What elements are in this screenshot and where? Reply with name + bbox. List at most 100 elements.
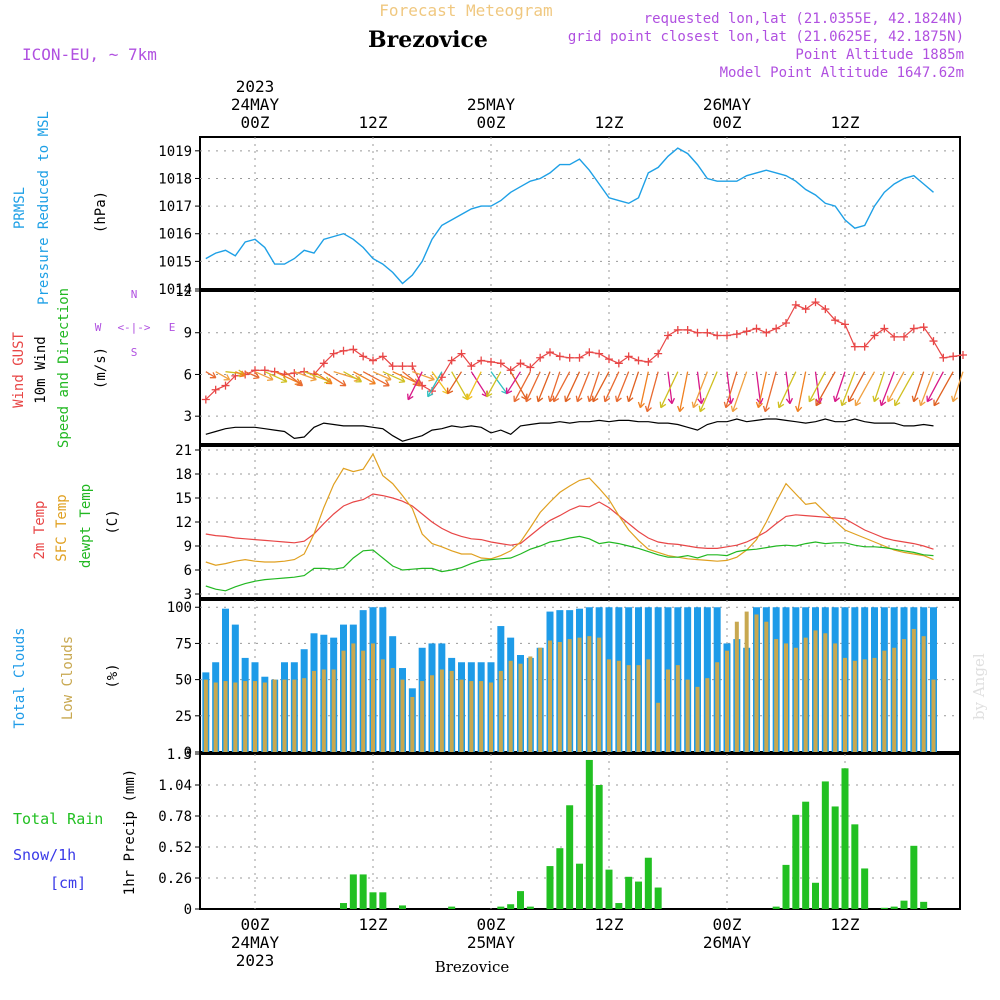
wind-arrow [757,371,767,408]
gust-marker [654,349,663,358]
gust-marker [487,357,495,366]
speed-direction-label: Speed and Direction [56,288,72,448]
sfc-temp-line [205,452,934,566]
prmsl-line [205,147,934,285]
low-cloud-bar [764,621,769,752]
wind-arrow [525,371,541,402]
wind-arrow-head [911,395,919,403]
temp-ytick-label: 15 [175,491,192,507]
t2m-label: 2m Temp [32,500,48,559]
rain-bar [920,901,928,909]
footer-station: Brezovice [435,958,510,976]
gust-marker [762,328,771,337]
total-clouds-label: Total Clouds [12,627,28,728]
temp-panel: 3 6 9 12 15 18 21 [175,443,961,603]
gust-marker [408,362,417,371]
low-cloud-bar [341,650,346,752]
gust-marker [929,337,938,346]
gust-marker [251,366,259,375]
rain-bar [910,845,918,909]
low-cloud-bar [312,670,316,752]
low-cloud-bar [390,668,395,752]
low-cloud-bar [813,630,818,752]
gust-marker [742,327,751,336]
gust-marker [752,324,761,333]
bottom-tick-0: 00Z [241,915,270,934]
wind-arrow-head [762,405,770,413]
compass-center: <-|-> [117,321,150,334]
snow-label: Snow/1h [13,846,76,864]
wind-arrow-head [536,395,544,403]
gust-marker [555,352,564,361]
precip-ytick-label: 0.52 [158,840,192,856]
top-tick-1: 12Z [359,113,388,132]
total-cloud-bar [694,607,701,752]
wind10-label: 10m Wind [33,336,49,403]
gust-marker [398,362,407,371]
wind-arrow-head [446,387,454,395]
rain-bar [851,824,859,909]
rain-bar [546,866,554,909]
wind-arrow-head [209,372,217,379]
wind-arrow-head [524,395,532,403]
gust-marker [811,298,820,307]
gust-marker [546,348,554,357]
wind-arrow [431,371,449,395]
precip-ytick-label: 0 [184,902,192,918]
wind-arrow-head [659,401,667,409]
wind-arrow-head [697,397,705,405]
top-tick-4: 00Z [713,113,742,132]
10m-wind-line [205,418,934,442]
wind-arrow [553,371,571,402]
rain-bar [890,906,898,909]
top-tick-3: 12Z [595,113,624,132]
wind-arrow-head [926,395,933,403]
rain-bar [497,906,505,909]
wind-arrow [244,371,260,379]
low-cloud-bar [253,681,257,752]
low-cloud-bar [577,637,582,752]
rain-bar [625,876,633,909]
low-cloud-bar [528,656,533,752]
precip-ytick-label: 0.26 [158,871,192,887]
gust-marker [388,362,397,371]
gust-marker [467,362,476,371]
wind-arrow [564,371,581,402]
wind-arrow-head [644,405,652,413]
total-cloud-bar [654,607,662,752]
low-cloud-bar [410,696,415,752]
wind-arrow [264,371,288,383]
gust-marker [516,359,525,368]
wind-arrow [797,371,807,412]
low-cloud-bar [538,647,543,752]
prmsl-label: PRMSL [12,187,28,229]
rain-bar [821,781,829,909]
wind-arrow [323,371,347,387]
low-cloud-bar [607,659,611,752]
temp-labels: 2m Temp SFC Temp dewpt Temp (C) [32,484,121,568]
bottom-tick-1: 12Z [359,915,388,934]
rain-bar [772,906,780,909]
top-year: 2023 [236,77,275,96]
wind-arrow-head [485,390,493,398]
rain-bar [782,864,790,909]
wind-arrow-head [339,380,347,387]
gust-marker [732,330,741,339]
wind-arrow-head [730,405,738,413]
wind-arrow [815,371,836,406]
wind-arrow [616,371,630,402]
rain-bar [880,907,888,909]
low-cloud-bar [675,665,680,752]
wind-ytick-label: 6 [184,367,192,383]
station-title: Brezovice [368,27,488,53]
wind-arrow [604,371,620,402]
pressure-ytick-label: 1017 [158,199,192,215]
wind-arrow [919,371,935,406]
gust-marker [821,305,830,314]
wind-arrow-head [552,395,560,403]
low-cloud-bar [843,657,847,752]
low-cloud-bar [508,660,513,752]
wind-arrow [353,371,376,385]
low-cloud-bar [793,647,798,752]
precip-ytick-label: 1.04 [158,778,192,794]
